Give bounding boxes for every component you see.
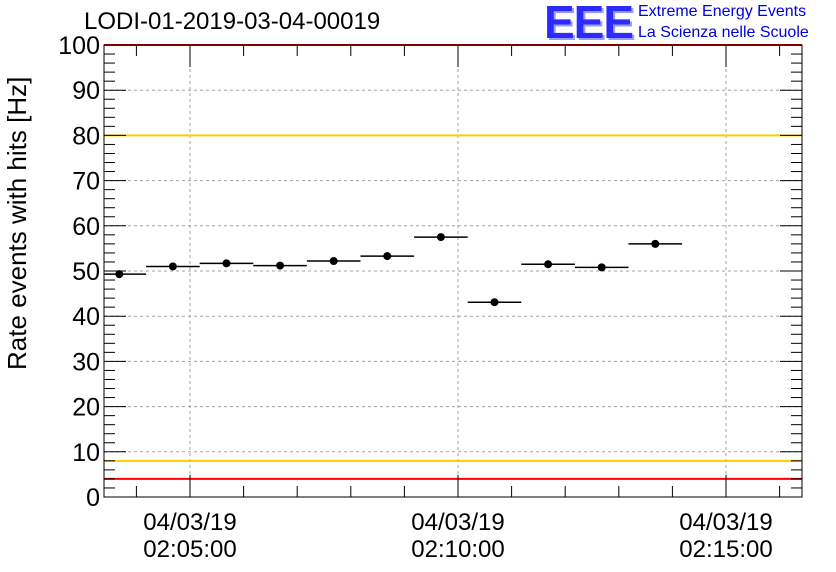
data-point-marker [490,298,499,307]
y-tick-label: 0 [86,484,100,512]
y-tick-label: 50 [72,258,100,286]
data-point [146,262,200,271]
y-tick-label: 70 [72,168,100,196]
grid [104,45,802,497]
y-tick-labels: 0 10 20 30 40 50 60 70 80 90 100 [58,32,100,512]
data-point-marker [276,261,285,270]
x-tick-date: 04/03/19 [143,509,236,536]
x-tick-date: 04/03/19 [411,509,504,536]
y-tick-label: 30 [72,348,100,376]
y-tick-label: 90 [72,77,100,105]
y-tick-label: 80 [72,122,100,150]
chart-title: LODI-01-2019-03-04-00019 [84,8,381,35]
reference-lines [104,44,802,480]
x-tick-date: 04/03/19 [679,509,772,536]
data-points [104,233,683,307]
x-tick-time: 02:10:00 [411,536,504,563]
logo-line-1: Extreme Energy Events [638,3,807,20]
y-tick-label: 20 [72,394,100,422]
data-point [306,257,361,266]
data-point [414,233,468,242]
eee-logo: EEE Extreme Energy Events La Scienza nel… [540,0,836,48]
x-tick-time: 02:15:00 [679,536,772,563]
data-point-marker [168,262,177,271]
data-point-marker [544,260,553,269]
data-point-marker [651,239,660,248]
data-point [574,263,629,272]
y-tick-label: 60 [72,213,100,241]
data-point [199,259,254,268]
data-point-marker [329,257,338,266]
data-point-marker [115,270,124,279]
y-tick-label: 10 [72,439,100,467]
data-point [253,261,307,270]
data-point-marker [222,259,231,268]
data-point-marker [436,233,445,242]
x-tick-labels: 04/03/1902:05:0004/03/1902:10:0004/03/19… [143,509,772,563]
data-point [521,260,575,269]
eee-logo-mark: EEE [544,0,634,48]
y-tick-label: 100 [58,32,100,60]
axis-ticks [104,44,802,498]
data-point [360,252,415,261]
y-tick-label: 40 [72,303,100,331]
y-axis-label: Rate events with hits [Hz] [2,76,32,370]
data-point [467,298,522,307]
logo-line-2: La Scienza nelle Scuole [638,24,809,41]
data-point-marker [597,263,606,272]
x-tick-time: 02:05:00 [143,536,236,563]
data-point [104,270,147,279]
data-point [628,239,683,248]
data-point-marker [383,252,392,261]
